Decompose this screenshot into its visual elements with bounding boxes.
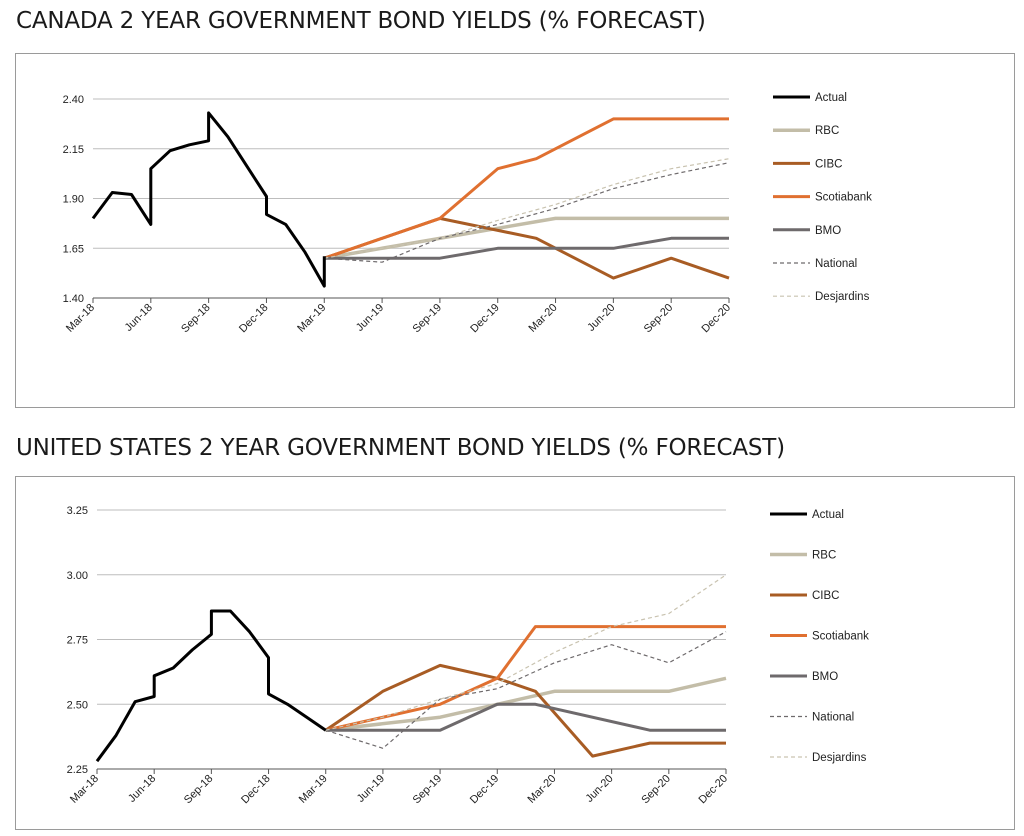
series-line-rbc: [325, 676, 727, 732]
x-tick-label: Jun-18: [126, 773, 158, 805]
y-tick-label: 2.75: [67, 635, 88, 647]
x-tick-label: Sep-18: [182, 773, 216, 807]
x-tick-label: Dec-20: [697, 773, 731, 807]
x-tick-label: Sep-19: [411, 773, 445, 807]
y-tick-label: 1.40: [63, 293, 84, 305]
series-line-national: [324, 162, 730, 263]
x-tick-label: Jun-19: [354, 302, 386, 334]
chart-frame-us: 3.25 3.00 2.75 2.50 2.25 Mar-18 Jun-18 Sep-18 De…: [15, 476, 1015, 830]
x-tick-label: Sep-19: [410, 302, 444, 336]
legend-label-bmo: BMO: [815, 225, 841, 237]
legend-label-actual: Actual: [815, 92, 847, 104]
x-tick-label: Dec-20: [700, 302, 734, 336]
x-tick-label: Jun-20: [583, 773, 615, 805]
series-line-actual: [95, 609, 327, 763]
chart-frame-canada: 2.40 2.15 1.90 1.65 1.40 Mar-18 Jun-18 Sep-18 De…: [15, 53, 1015, 408]
legend-label-national: National: [812, 712, 854, 724]
legend-label-cibc: CIBC: [815, 158, 842, 170]
chart-title-canada: CANADA 2 YEAR GOVERNMENT BOND YIELDS (% …: [16, 8, 706, 34]
legend-label-scotiabank: Scotiabank: [815, 192, 872, 204]
legend-label-national: National: [815, 258, 857, 270]
x-tick-label: Mar-18: [64, 302, 97, 335]
x-tick-label: Mar-19: [295, 302, 328, 335]
x-tick-label: Mar-18: [68, 773, 101, 806]
x-tick-label: Mar-19: [297, 773, 330, 806]
series-line-bmo: [324, 236, 729, 260]
series-line-bmo: [325, 702, 726, 732]
legend-label-cibc: CIBC: [812, 590, 839, 602]
series-line-scotiabank: [323, 117, 729, 260]
legend-label-rbc: RBC: [815, 125, 839, 137]
x-tick-label: Dec-18: [237, 302, 271, 336]
x-tick-label: Mar-20: [525, 773, 558, 806]
legend-label-desjardins: Desjardins: [812, 752, 867, 764]
legend-label-scotiabank: Scotiabank: [812, 631, 869, 643]
legend-label-actual: Actual: [812, 509, 844, 521]
x-tick-label: Jun-20: [585, 302, 617, 334]
x-tick-label: Dec-19: [468, 773, 502, 807]
series-line-desjardins: [324, 158, 730, 259]
legend-label-rbc: RBC: [812, 550, 836, 562]
y-tick-label: 2.40: [63, 94, 84, 106]
x-tick-label: Sep-20: [639, 773, 673, 807]
x-tick-label: Sep-20: [642, 302, 676, 336]
y-tick-label: 1.65: [63, 243, 84, 255]
chart-title-us: UNITED STATES 2 YEAR GOVERNMENT BOND YIE…: [16, 435, 785, 461]
series-line-scotiabank: [325, 625, 726, 732]
series-line-national: [325, 631, 727, 749]
y-tick-label: 2.25: [67, 764, 88, 776]
x-tick-label: Mar-20: [527, 302, 560, 335]
series-line-cibc: [324, 663, 726, 758]
y-tick-label: 2.15: [63, 144, 84, 156]
legend-label-bmo: BMO: [812, 671, 838, 683]
x-tick-label: Sep-18: [179, 302, 213, 336]
x-tick-label: Jun-18: [123, 302, 155, 334]
x-tick-label: Dec-19: [468, 302, 502, 336]
y-tick-label: 3.25: [67, 505, 88, 517]
x-tick-label: Jun-19: [355, 773, 387, 805]
y-tick-label: 2.50: [67, 699, 88, 711]
series-line-desjardins: [325, 574, 727, 731]
y-tick-label: 3.00: [67, 570, 88, 582]
x-tick-label: Dec-18: [239, 773, 273, 807]
y-tick-label: 1.90: [63, 194, 84, 206]
legend-label-desjardins: Desjardins: [815, 291, 870, 303]
series-line-actual: [91, 111, 326, 288]
